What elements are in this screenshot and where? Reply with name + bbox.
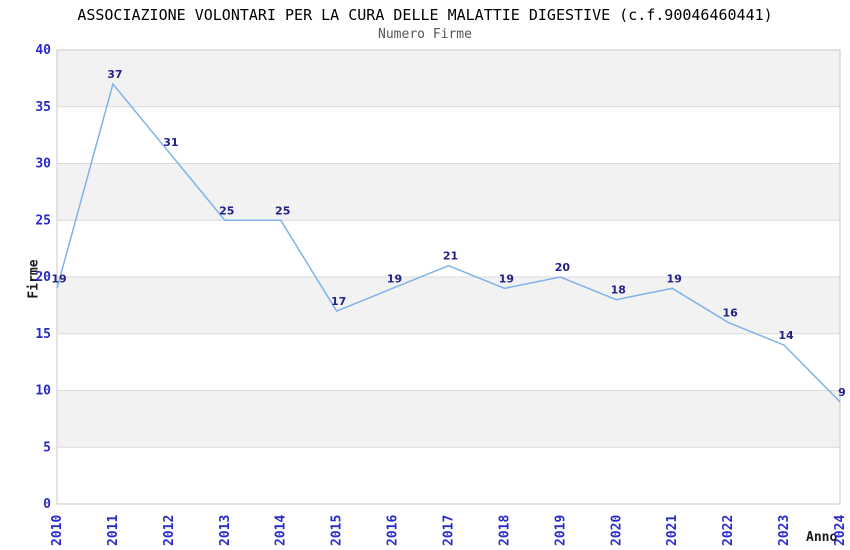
point-label: 9 [838, 386, 846, 399]
point-label: 19 [499, 272, 514, 285]
chart-title: ASSOCIAZIONE VOLONTARI PER LA CURA DELLE… [77, 6, 773, 24]
x-axis-label: Anno [806, 530, 838, 545]
x-tick-label: 2012 [162, 515, 177, 546]
chart-subtitle: Numero Firme [378, 27, 472, 42]
y-tick-label: 35 [35, 100, 51, 115]
point-label: 19 [51, 272, 66, 285]
point-label: 25 [275, 204, 290, 217]
x-tick-label: 2018 [497, 515, 512, 546]
x-tick-label: 2020 [609, 515, 624, 546]
plot-band [57, 163, 840, 221]
y-tick-label: 30 [35, 157, 51, 172]
point-label: 37 [107, 68, 122, 81]
point-label: 20 [555, 261, 571, 274]
point-label: 14 [778, 329, 794, 342]
data-line [56, 82, 841, 403]
y-tick-label: 20 [35, 270, 51, 285]
x-tick-label: 2016 [386, 515, 401, 546]
x-tick-label: 2019 [553, 515, 568, 546]
point-label: 31 [163, 136, 178, 149]
x-tick-label: 2015 [330, 515, 345, 546]
point-label: 21 [443, 250, 458, 263]
point-label: 16 [722, 306, 738, 319]
x-tick-label: 2014 [274, 515, 289, 546]
y-tick-label: 15 [35, 327, 51, 342]
plot-border [56, 49, 841, 505]
point-label: 25 [219, 204, 234, 217]
x-tick-label: 2024 [833, 515, 848, 546]
x-tick-label: 2010 [50, 515, 65, 546]
y-tick-label: 5 [43, 440, 51, 455]
point-label: 19 [387, 272, 402, 285]
x-tick-label: 2017 [442, 515, 457, 546]
y-tick-label: 25 [35, 213, 51, 228]
x-tick-label: 2022 [721, 515, 736, 546]
x-tick-label: 2023 [777, 515, 792, 546]
point-label: 18 [611, 284, 626, 297]
x-tick-label: 2011 [106, 515, 121, 546]
x-tick-label: 2013 [218, 515, 233, 546]
point-label: 17 [331, 295, 346, 308]
y-tick-label: 0 [43, 497, 51, 512]
y-tick-label: 40 [35, 43, 51, 58]
plot-band [57, 390, 840, 448]
y-tick-label: 10 [35, 384, 51, 399]
point-label: 19 [667, 272, 682, 285]
plot-band [57, 277, 840, 334]
plot-band [57, 50, 840, 107]
x-tick-label: 2021 [665, 515, 680, 546]
